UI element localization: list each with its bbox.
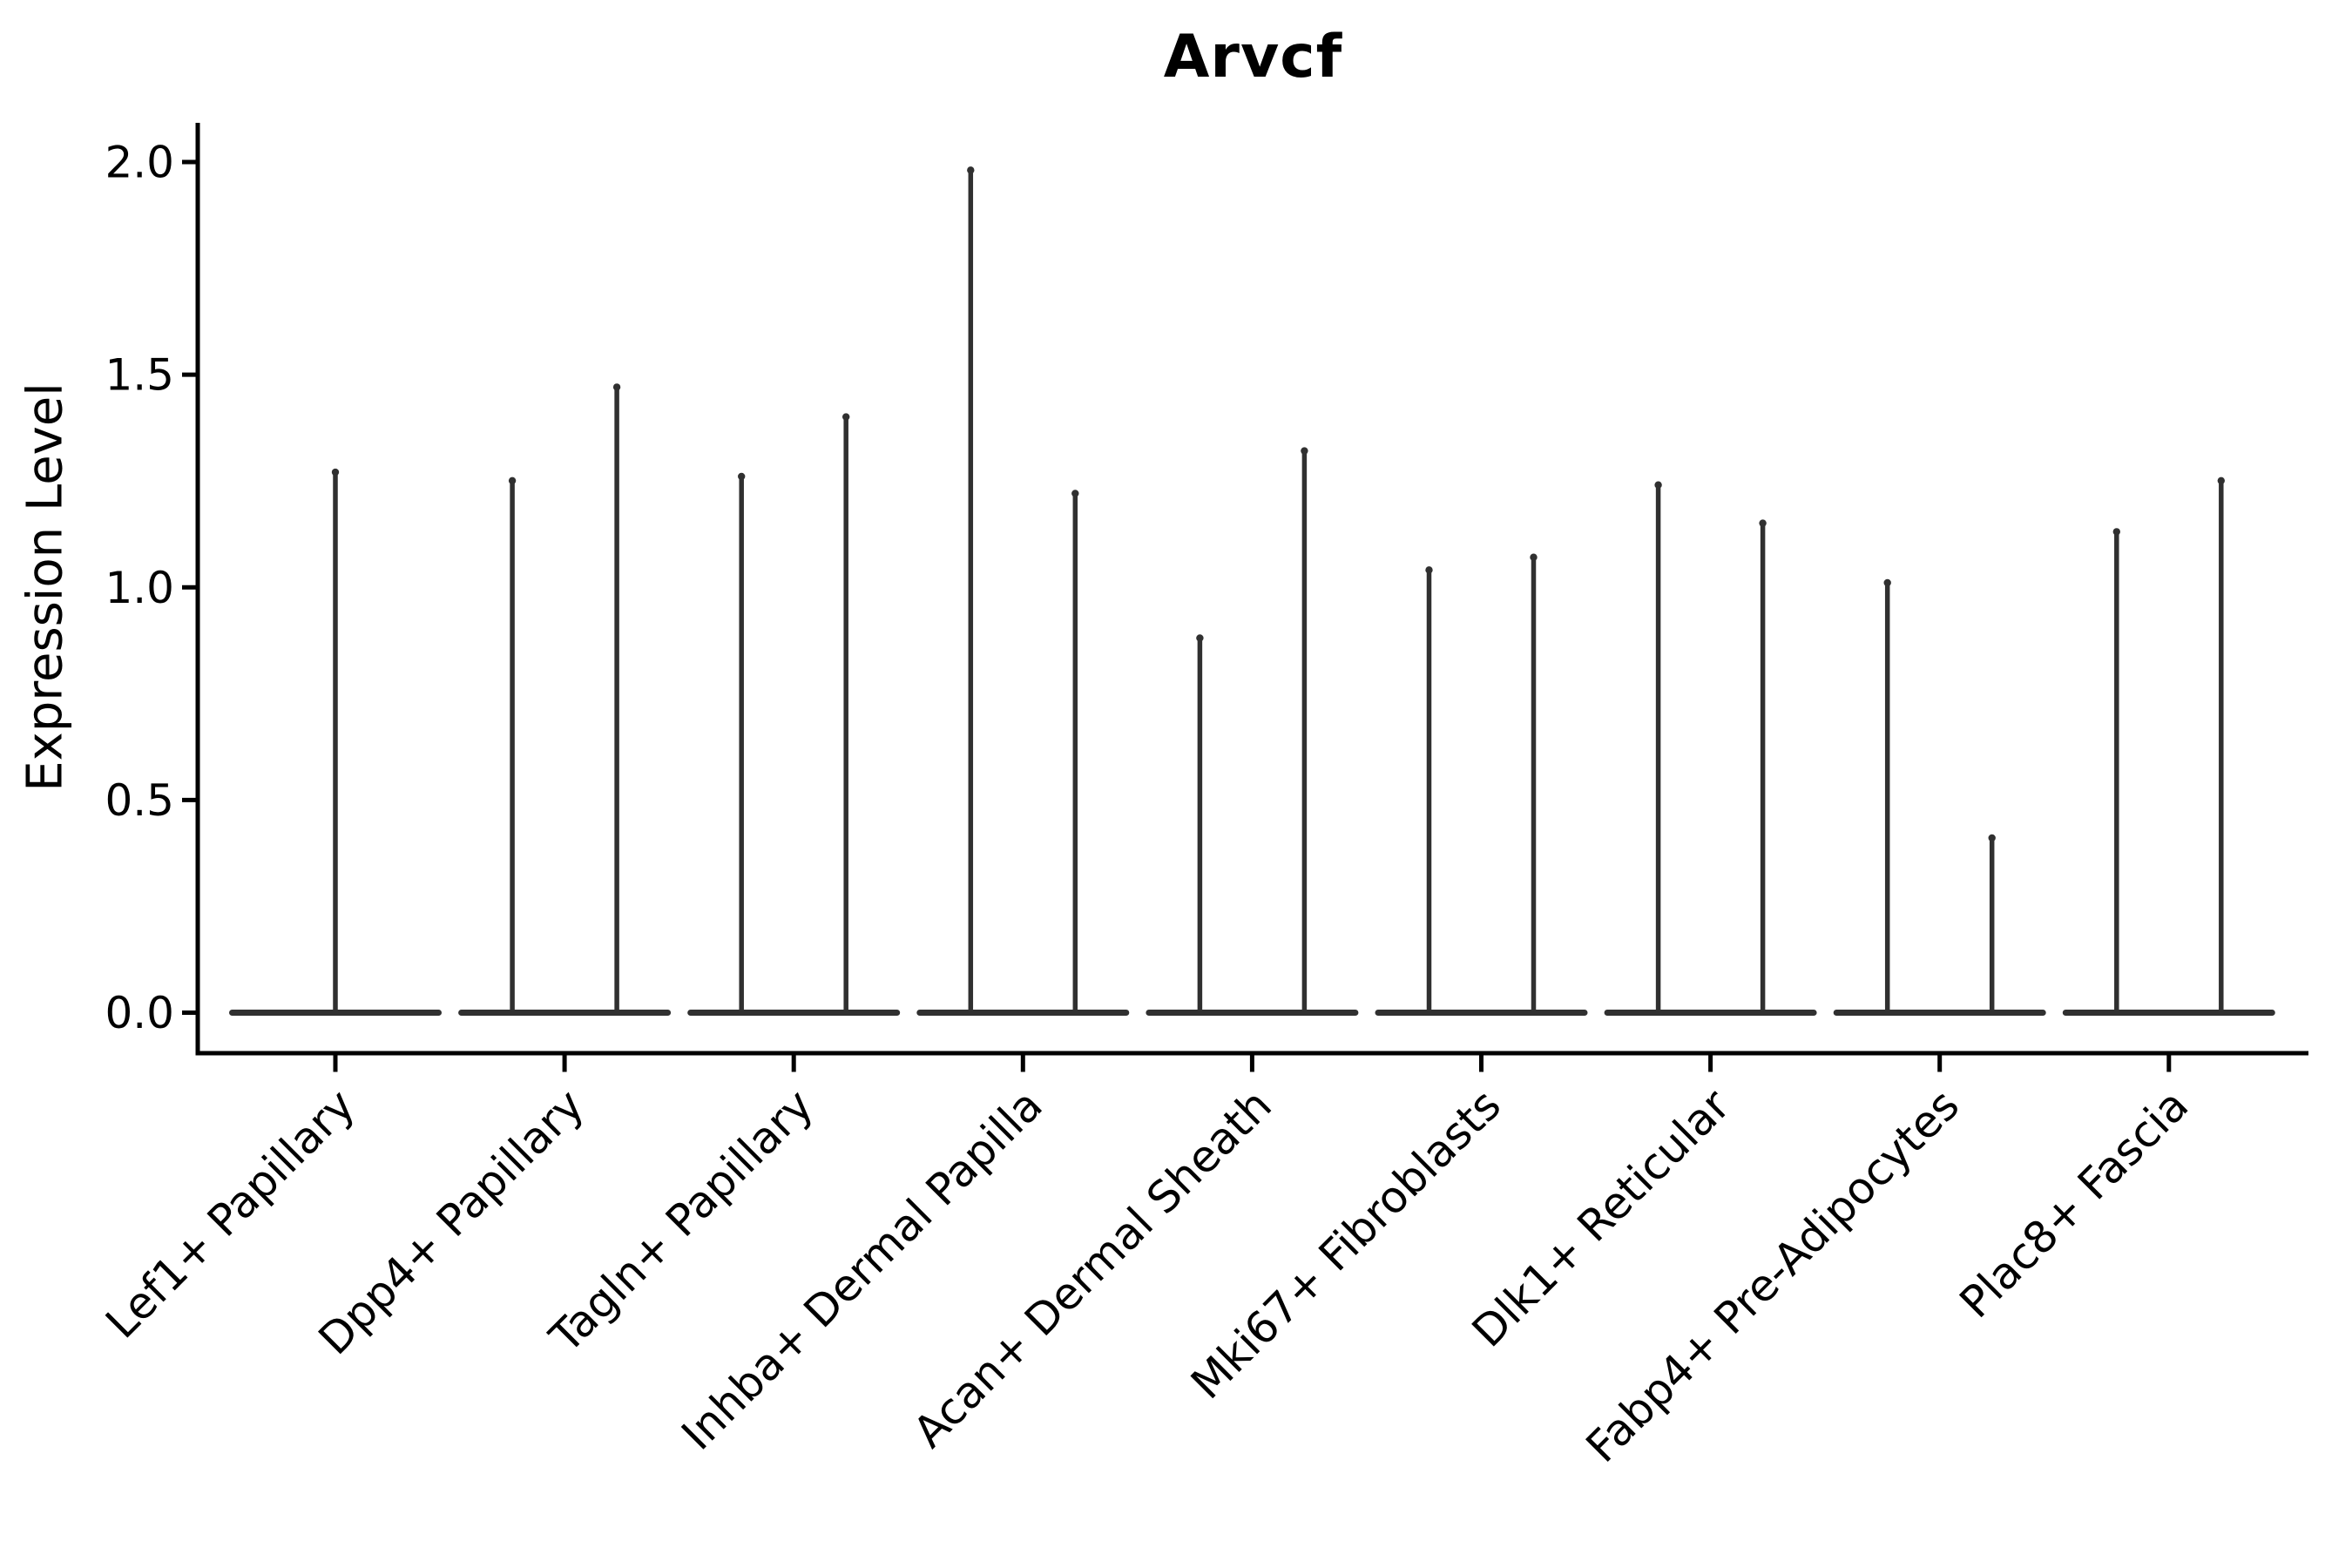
violin-spike-tip <box>1301 447 1308 455</box>
violin-spike-tip <box>1071 490 1079 497</box>
violin-base <box>1833 1010 2046 1016</box>
violin-spike-tip <box>1425 566 1433 574</box>
violin-base <box>2062 1010 2275 1016</box>
violin-spike-tip <box>842 413 850 421</box>
violin-base <box>458 1010 672 1016</box>
violin-spike-tip <box>738 472 746 481</box>
violin-base <box>1146 1010 1359 1016</box>
violin-spike-tip <box>1759 519 1767 527</box>
violin-spike-tip <box>967 166 975 174</box>
x-tick-label: Plac8+ Fascia <box>1950 1079 2199 1328</box>
violin-base <box>916 1010 1130 1016</box>
violin-spike-tip <box>1654 481 1662 489</box>
violin-base <box>687 1010 901 1016</box>
x-tick-label: Fabp4+ Pre-Adipocytes <box>1577 1079 1970 1472</box>
y-tick-label: 2.0 <box>105 138 174 188</box>
violin-spike-tip <box>2217 476 2225 485</box>
y-axis-label: Expression Level <box>17 382 74 792</box>
x-tick-label: Lef1+ Papillary <box>96 1079 364 1348</box>
violin-base <box>1604 1010 1817 1016</box>
violin-spike-tip <box>2112 528 2120 536</box>
violin-spike-tip <box>1196 634 1204 642</box>
violin-spike-tip <box>1988 834 1996 842</box>
violin-spike-tip <box>1883 578 1891 587</box>
violin-base <box>1375 1010 1588 1016</box>
violin-spike-tip <box>1530 553 1538 561</box>
chart-title: Arvcf <box>1163 23 1343 91</box>
violin-spike-tip <box>331 468 340 476</box>
y-tick-label: 0.5 <box>105 775 174 826</box>
y-tick-label: 1.5 <box>105 350 174 401</box>
violin-spike-tip <box>612 383 621 391</box>
violin-spike-tip <box>508 476 517 485</box>
y-tick-label: 1.0 <box>105 563 174 613</box>
y-tick-label: 0.0 <box>105 988 174 1038</box>
